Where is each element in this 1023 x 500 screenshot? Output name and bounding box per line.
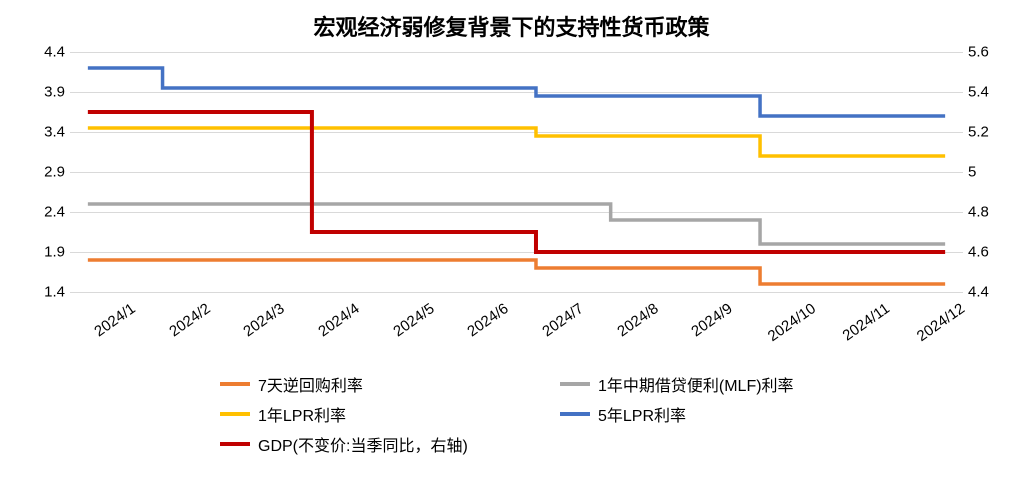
- y-right-tick: 5.4: [968, 84, 989, 101]
- x-axis: 2024/1 2024/2 2024/3 2024/4 2024/5 2024/6 2024…: [70, 292, 963, 372]
- legend-label: 1年中期借贷便利(MLF)利率: [598, 372, 794, 396]
- legend-label: 7天逆回购利率: [258, 372, 363, 396]
- chart-container: 宏观经济弱修复背景下的支持性货币政策 1.41.92.42.93.43.94.4…: [0, 0, 1023, 500]
- legend-item: GDP(不变价:当季同比，右轴): [220, 432, 500, 456]
- x-tick: 2024/7: [539, 300, 586, 340]
- y-left-tick: 1.9: [44, 244, 65, 261]
- series-1年LPR利率: [88, 128, 945, 156]
- y-right-tick: 4.6: [968, 244, 989, 261]
- y-left-tick: 2.9: [44, 164, 65, 181]
- y-right-tick: 5.2: [968, 124, 989, 141]
- y-left-tick: 4.4: [44, 44, 65, 61]
- chart-title: 宏观经济弱修复背景下的支持性货币政策: [20, 10, 1003, 42]
- x-tick: 2024/6: [465, 300, 512, 340]
- legend-swatch: [220, 442, 250, 446]
- y-left-tick: 3.9: [44, 84, 65, 101]
- y-left-tick: 3.4: [44, 124, 65, 141]
- x-tick: 2024/8: [614, 300, 661, 340]
- legend-item: 7天逆回购利率: [220, 372, 500, 396]
- x-tick: 2024/2: [166, 300, 213, 340]
- series-5年LPR利率: [88, 68, 945, 116]
- legend-label: 1年LPR利率: [258, 402, 346, 426]
- x-tick: 2024/9: [689, 300, 736, 340]
- y-right-tick: 4.8: [968, 204, 989, 221]
- y-right-tick: 4.4: [968, 284, 989, 301]
- x-tick: 2024/12: [914, 300, 968, 345]
- y-left-tick: 2.4: [44, 204, 65, 221]
- legend-item: 5年LPR利率: [560, 402, 840, 426]
- legend-swatch: [560, 412, 590, 416]
- legend-item: 1年中期借贷便利(MLF)利率: [560, 372, 840, 396]
- legend-swatch: [220, 382, 250, 386]
- legend-label: GDP(不变价:当季同比，右轴): [258, 432, 468, 456]
- y-right-tick: 5.6: [968, 44, 989, 61]
- legend-label: 5年LPR利率: [598, 402, 686, 426]
- x-tick: 2024/10: [765, 300, 819, 345]
- x-tick: 2024/3: [241, 300, 288, 340]
- series-GDP当季同比: [88, 112, 945, 252]
- series-lines: [70, 52, 963, 292]
- series-1年MLF利率: [88, 204, 945, 244]
- y-right-axis: 4.44.64.855.25.45.6: [968, 52, 1008, 292]
- y-left-tick: 1.4: [44, 284, 65, 301]
- legend-item: 1年LPR利率: [220, 402, 500, 426]
- x-tick: 2024/5: [390, 300, 437, 340]
- x-tick: 2024/11: [839, 300, 892, 344]
- y-right-tick: 5: [968, 164, 976, 181]
- x-tick: 2024/1: [91, 300, 138, 340]
- y-left-axis: 1.41.92.42.93.43.94.4: [25, 52, 65, 292]
- legend-swatch: [560, 382, 590, 386]
- legend: 7天逆回购利率 1年中期借贷便利(MLF)利率 1年LPR利率 5年LPR利率 GDP(…: [20, 372, 1003, 462]
- plot-area: 1.41.92.42.93.43.94.4 4.44.64.855.25.45.…: [70, 52, 963, 292]
- series-7天逆回购利率: [88, 260, 945, 284]
- legend-swatch: [220, 412, 250, 416]
- x-tick: 2024/4: [315, 300, 362, 340]
